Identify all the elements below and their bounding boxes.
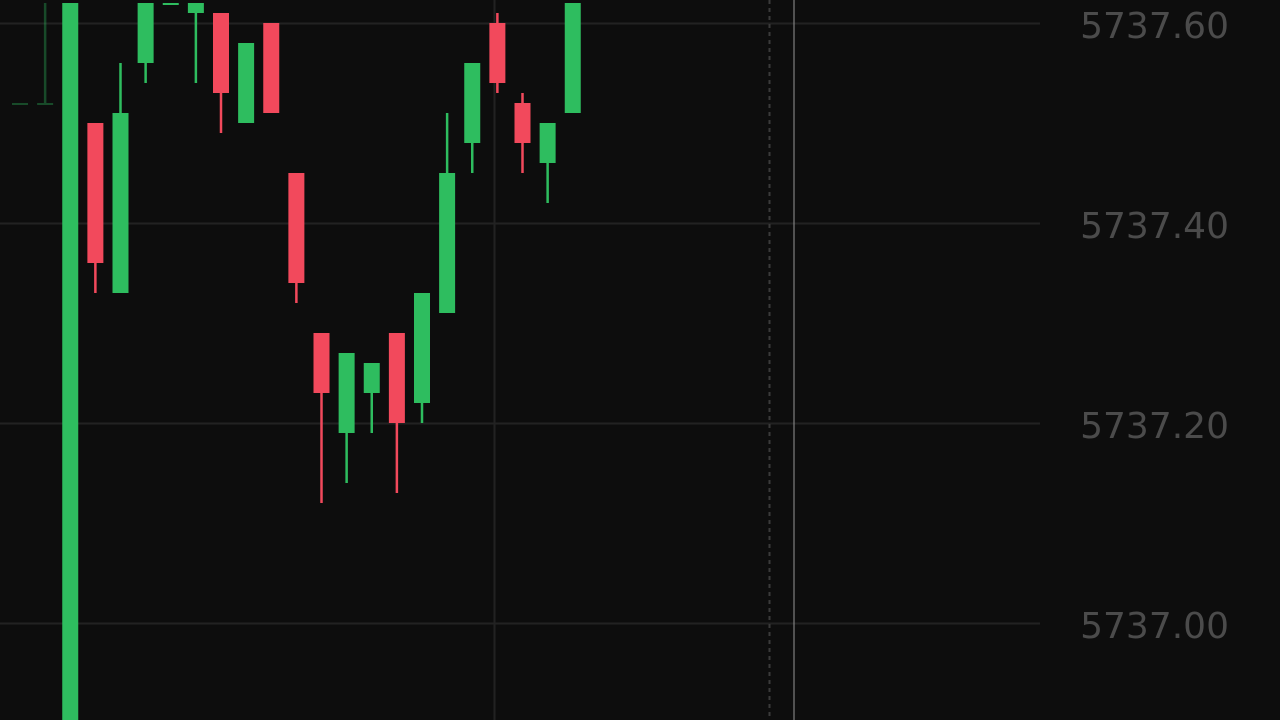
candle-16: [414, 293, 430, 423]
candle-13: [338, 353, 355, 483]
candle-0: [12, 103, 28, 105]
price-axis[interactable]: 5737.60 5737.40 5737.20 5737.00: [1080, 6, 1229, 647]
candles: [12, 3, 581, 720]
candle-body-16: [414, 293, 430, 403]
candle-12: [313, 333, 330, 503]
candle-17: [439, 113, 456, 313]
candle-body-18: [464, 63, 481, 143]
candle-body-12: [313, 333, 330, 393]
price-tick-label: 5737.00: [1080, 606, 1229, 647]
candle-1: [37, 3, 54, 105]
gridlines: [0, 0, 1040, 720]
candle-19: [489, 13, 506, 93]
candle-5: [137, 3, 154, 83]
price-tick-label: 5737.40: [1080, 206, 1229, 247]
candle-body-14: [363, 363, 380, 393]
candle-3: [87, 123, 104, 293]
candle-body-9: [238, 43, 255, 123]
candle-body-3: [87, 123, 104, 263]
candle-body-2: [62, 3, 79, 720]
candle-4: [112, 63, 129, 293]
candle-18: [464, 63, 481, 173]
candle-body-13: [338, 353, 355, 433]
candle-body-8: [213, 13, 229, 93]
candle-6: [162, 3, 179, 5]
candle-body-7: [187, 3, 204, 13]
price-tick-label: 5737.20: [1080, 406, 1229, 447]
crosshair: [768, 0, 795, 720]
candle-body-19: [489, 23, 506, 83]
candle-8: [213, 13, 229, 133]
candle-15: [388, 333, 405, 493]
candle-22: [564, 3, 581, 113]
candle-14: [363, 363, 380, 433]
candle-body-17: [439, 173, 456, 313]
candle-body-10: [263, 23, 280, 113]
candle-body-22: [564, 3, 581, 113]
candle-body-0: [12, 103, 28, 105]
candle-body-5: [137, 3, 154, 63]
candle-body-11: [288, 173, 305, 283]
candle-body-15: [388, 333, 405, 423]
candle-20: [514, 93, 531, 173]
candle-body-4: [112, 113, 129, 293]
candle-9: [238, 43, 255, 123]
candle-21: [539, 123, 556, 203]
candle-7: [187, 3, 204, 83]
candle-body-6: [162, 3, 179, 5]
candle-body-1: [37, 103, 54, 105]
candle-body-20: [514, 103, 531, 143]
candle-2: [62, 3, 79, 720]
price-tick-label: 5737.60: [1080, 6, 1229, 47]
candle-10: [263, 23, 280, 113]
candle-11: [288, 173, 305, 303]
candle-body-21: [539, 123, 556, 163]
